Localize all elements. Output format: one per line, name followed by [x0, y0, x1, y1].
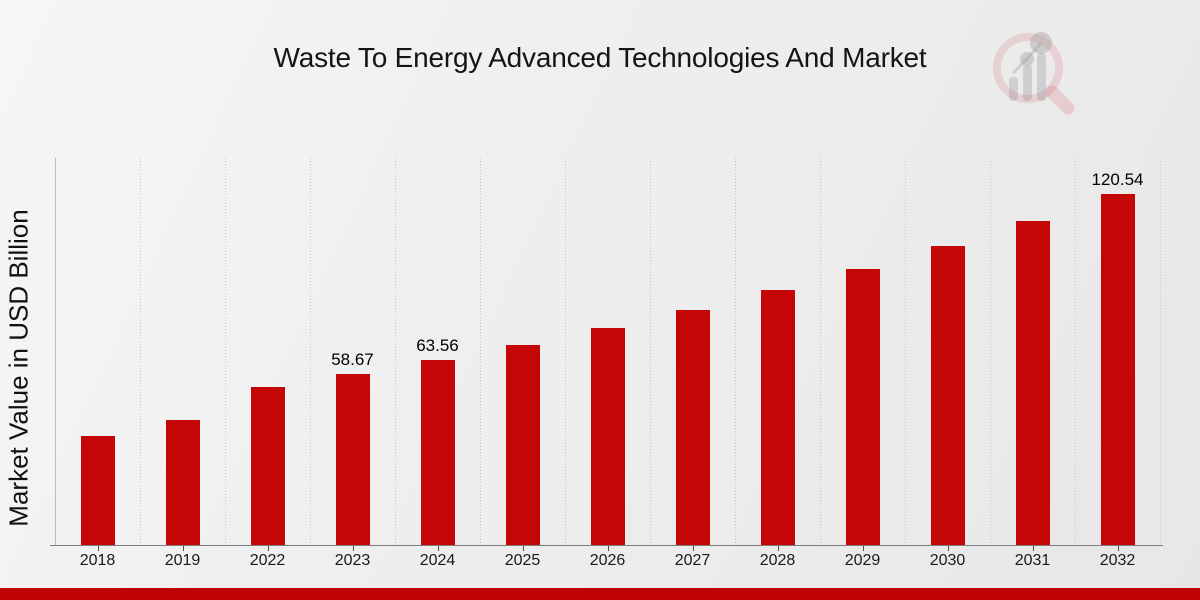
logo-trend-dot-big-icon — [1030, 32, 1052, 54]
y-axis-spine — [55, 158, 56, 545]
bar-2024 — [420, 360, 455, 545]
gridline — [650, 158, 651, 545]
bar-2019 — [165, 420, 200, 545]
bar-value-label-2032: 120.54 — [1091, 170, 1144, 190]
x-tick-2026 — [607, 546, 609, 551]
gridline — [990, 158, 991, 545]
bar-2023 — [335, 374, 370, 545]
x-tick-label-2031: 2031 — [1014, 552, 1051, 569]
x-tick-2023 — [352, 546, 354, 551]
y-axis-title: Market Value in USD Billion — [3, 209, 34, 527]
bar-2031 — [1015, 221, 1050, 545]
x-tick-label-2023: 2023 — [334, 552, 371, 569]
x-tick-2022 — [267, 546, 269, 551]
bar-2027 — [675, 309, 710, 545]
gridline — [310, 158, 311, 545]
x-tick-label-2019: 2019 — [164, 552, 201, 569]
x-tick-2019 — [182, 546, 184, 551]
x-tick-label-2030: 2030 — [929, 552, 966, 569]
bar-2018 — [80, 435, 115, 545]
bar-2029 — [845, 269, 880, 545]
bar-2028 — [760, 290, 795, 545]
logo-bar-tall-icon — [1037, 53, 1046, 101]
x-tick-2025 — [522, 546, 524, 551]
brand-magnifier-chart-logo — [993, 32, 1075, 115]
footer-accent-bar — [0, 588, 1200, 600]
page-title: Waste To Energy Advanced Technologies An… — [273, 42, 927, 73]
gridline — [225, 158, 226, 545]
bar-value-label-2024: 63.56 — [416, 336, 459, 356]
x-tick-label-2027: 2027 — [674, 552, 711, 569]
bar-2025 — [505, 344, 540, 545]
x-tick-label-2029: 2029 — [844, 552, 881, 569]
bar-2030 — [930, 246, 965, 545]
gridline — [140, 158, 141, 545]
x-tick-label-2026: 2026 — [589, 552, 626, 569]
x-tick-2028 — [777, 546, 779, 551]
x-tick-2030 — [947, 546, 949, 551]
logo-trend-line-icon — [1011, 42, 1043, 75]
x-tick-label-2025: 2025 — [504, 552, 541, 569]
x-tick-label-2022: 2022 — [249, 552, 286, 569]
x-tick-2032 — [1117, 546, 1119, 551]
gridline — [820, 158, 821, 545]
x-tick-label-2032: 2032 — [1099, 552, 1136, 569]
bar-2022 — [250, 387, 285, 545]
magnifier-handle-icon — [1045, 85, 1075, 115]
x-tick-2027 — [692, 546, 694, 551]
gridline — [1160, 158, 1161, 545]
gridline — [1075, 158, 1076, 545]
bar-value-label-2023: 58.67 — [331, 350, 374, 370]
x-tick-2029 — [862, 546, 864, 551]
logo-bar-mid-icon — [1023, 65, 1032, 101]
bar-2032 — [1100, 194, 1135, 545]
x-tick-label-2018: 2018 — [79, 552, 116, 569]
x-tick-label-2028: 2028 — [759, 552, 796, 569]
logo-bar-short-icon — [1009, 77, 1018, 101]
gridline — [735, 158, 736, 545]
bar-2026 — [590, 327, 625, 545]
gridline — [565, 158, 566, 545]
logo-trend-dot-small-icon — [1020, 52, 1034, 66]
magnifier-lens-icon — [993, 33, 1063, 103]
x-axis-line — [50, 545, 1163, 546]
gridline — [480, 158, 481, 545]
x-tick-2031 — [1032, 546, 1034, 551]
gridline — [395, 158, 396, 545]
x-tick-label-2024: 2024 — [419, 552, 456, 569]
x-tick-2024 — [437, 546, 439, 551]
x-tick-2018 — [97, 546, 99, 551]
gridline — [905, 158, 906, 545]
